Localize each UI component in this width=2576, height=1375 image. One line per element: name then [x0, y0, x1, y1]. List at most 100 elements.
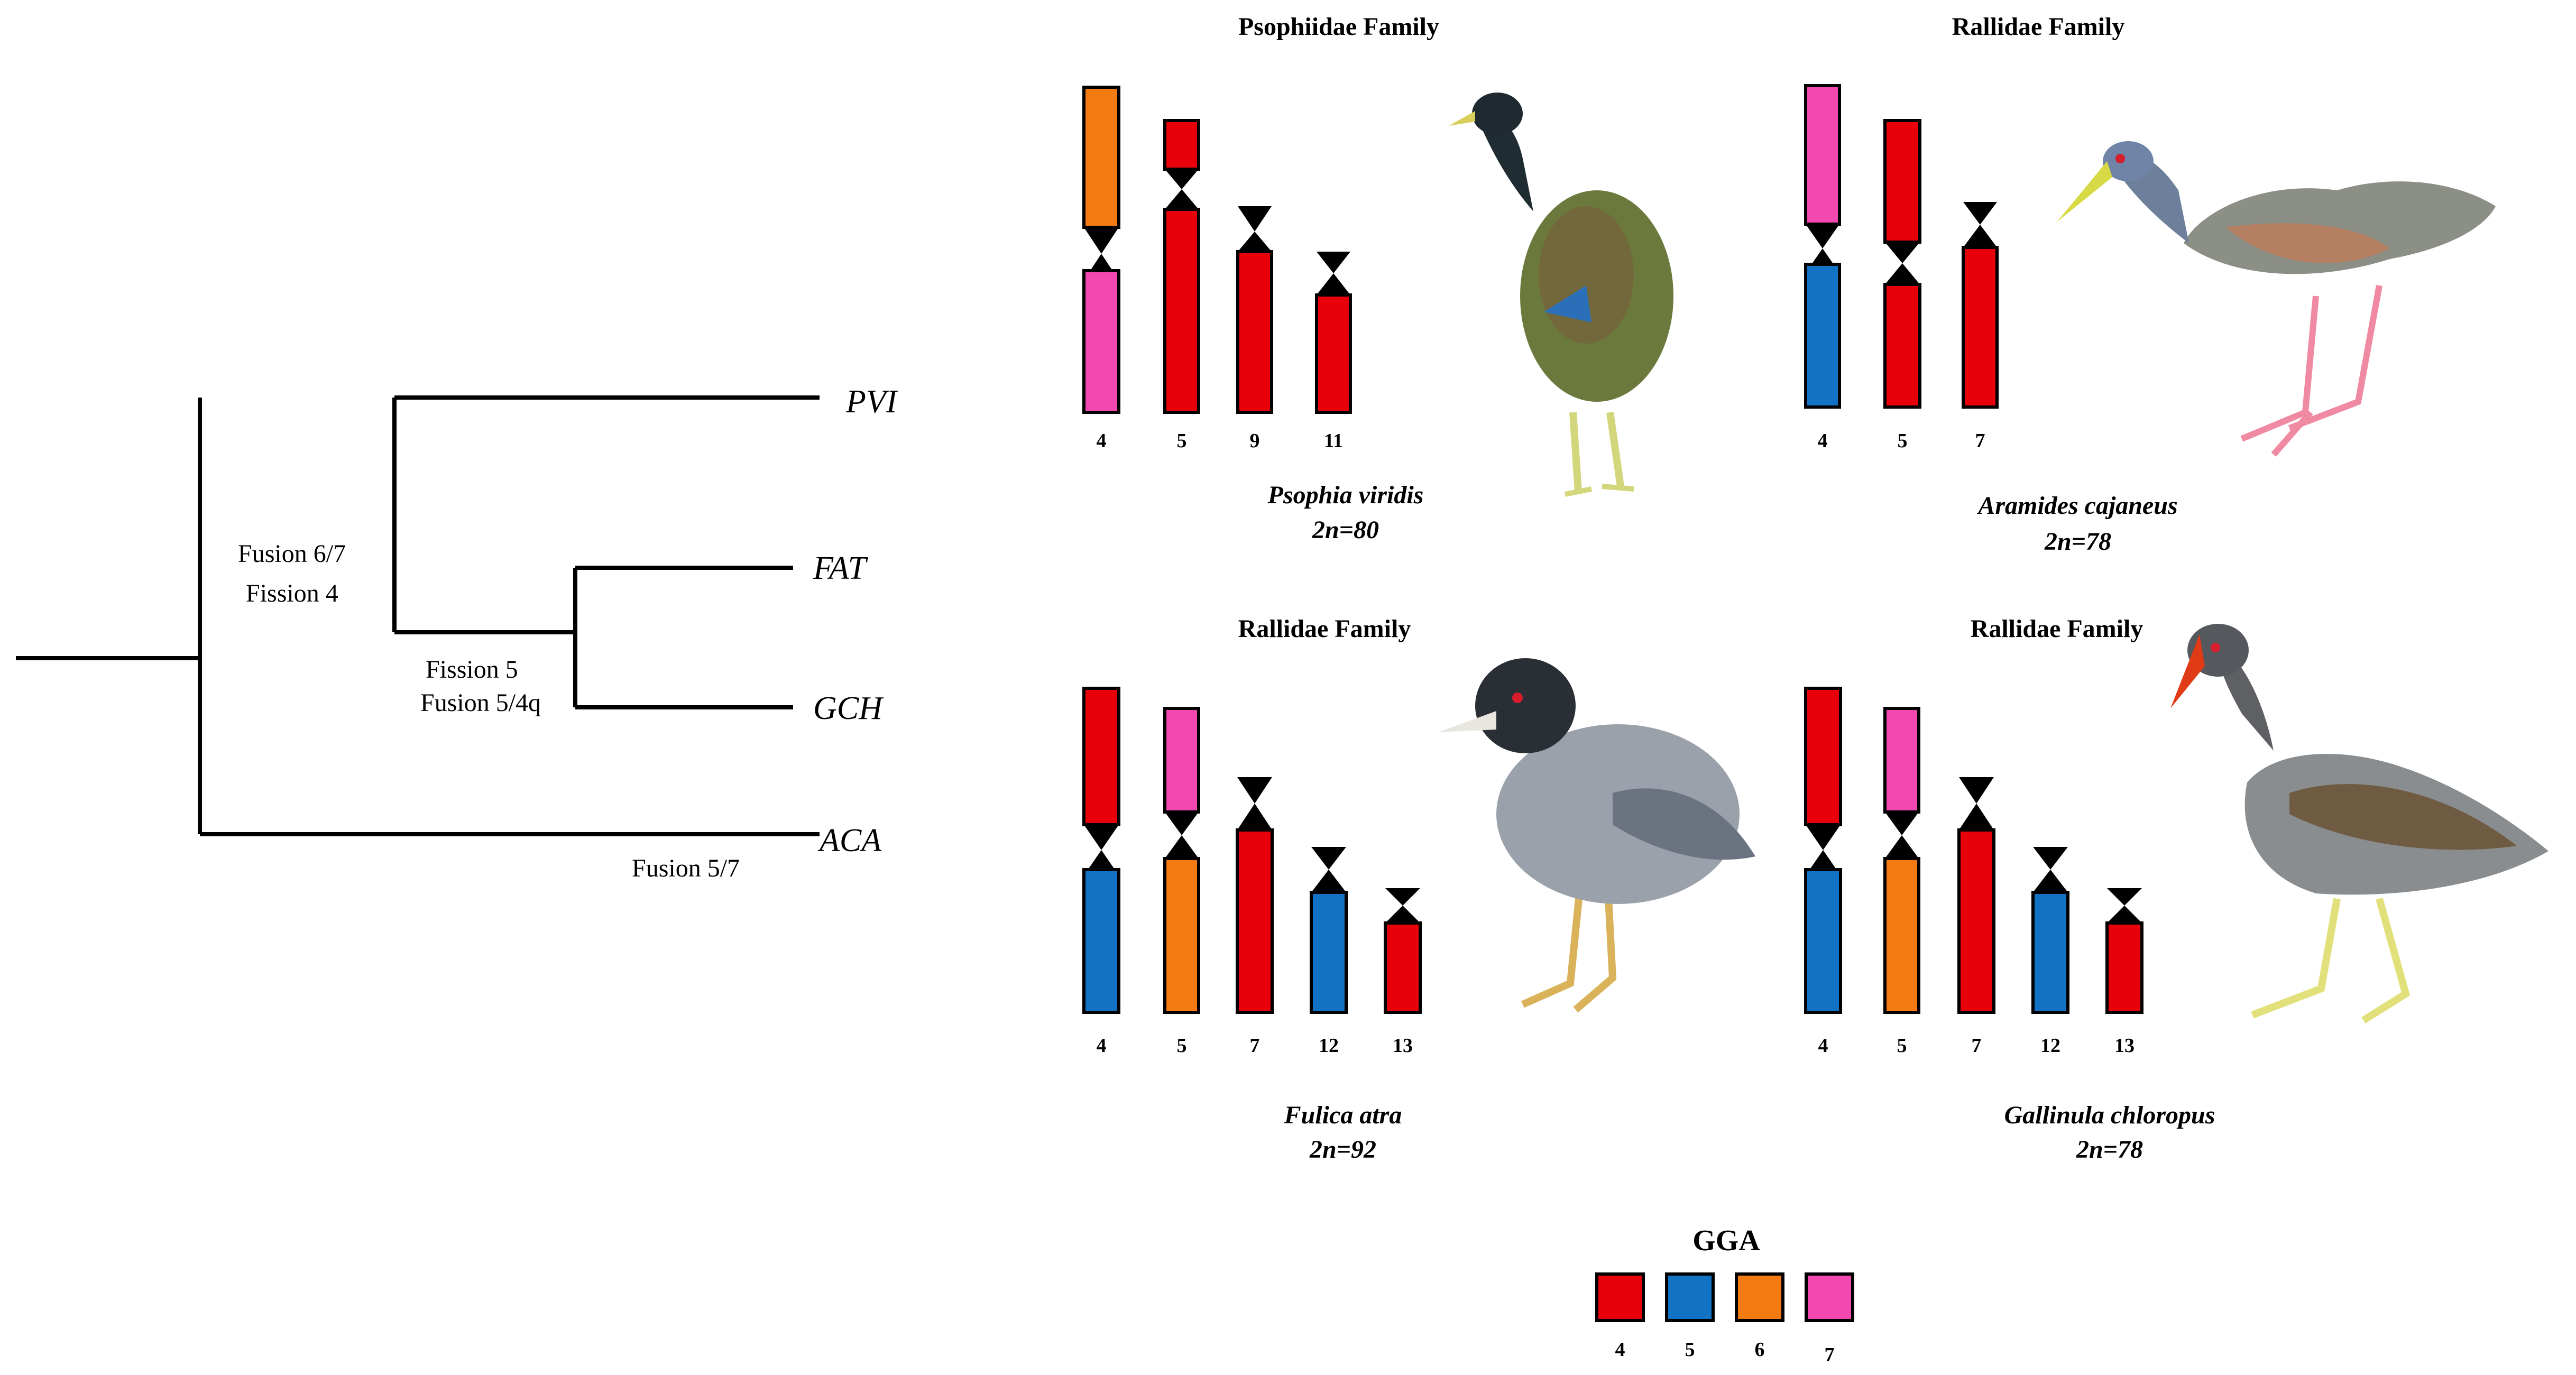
legend-label: 5 [1685, 1339, 1695, 1361]
karyotype-ideogram [1804, 84, 1999, 409]
karyotype-ideogram [1082, 86, 1352, 414]
event-fusion-5-4q: Fusion 5/4q [420, 689, 541, 717]
centromere [1238, 232, 1272, 252]
event-fusion-6-7: Fusion 6/7 [238, 540, 346, 568]
centromere [1885, 263, 1920, 284]
family-title: Rallidae Family [1971, 615, 2143, 643]
bird-illustration-psophia [1449, 93, 1673, 497]
phylogenetic-tree [16, 395, 820, 836]
chromosome-4-q-arm [1082, 269, 1120, 414]
panel-aramides-cajaneus: Rallidae Family 4 5 7 Aramides cajaneus … [1804, 13, 2496, 556]
chromosome-label: 5 [1177, 1035, 1187, 1057]
chromosome-label: 5 [1177, 430, 1187, 452]
chromosome-label: 9 [1250, 430, 1260, 452]
chromosome-12-q-arm [2031, 891, 2069, 1014]
centromere [1237, 777, 1272, 804]
centromere [1385, 906, 1420, 923]
chromosome-label: 7 [1972, 1035, 1982, 1057]
color-legend: GGA 4 5 6 7 [1595, 1224, 1854, 1366]
chromosome-4-q-arm [1082, 868, 1120, 1014]
bird-illustration-aramides [2057, 141, 2496, 457]
karyotype-2n: 2n=92 [1309, 1136, 1376, 1164]
chromosome-7-q-arm [1962, 246, 1999, 409]
tip-label-aca: ACA [817, 823, 882, 859]
centromere [1806, 825, 1841, 850]
chromosome-label: 13 [2114, 1035, 2135, 1057]
chromosome-9-q-arm [1236, 250, 1273, 414]
centromere [1963, 225, 1997, 247]
centromere [1165, 812, 1199, 835]
chromosome-label: 4 [1097, 430, 1107, 452]
chromosome-5-q-arm [1163, 208, 1200, 414]
event-fusion-5-7: Fusion 5/7 [632, 854, 740, 882]
tip-label-fat: FAT [813, 550, 868, 586]
centromere [1963, 202, 1997, 225]
chromosome-label: 7 [1975, 430, 1985, 452]
chromosome-label: 13 [1393, 1035, 1413, 1057]
centromere [1885, 835, 1919, 859]
family-title: Rallidae Family [1952, 13, 2125, 41]
centromere [1165, 169, 1199, 189]
centromere [1317, 252, 1350, 273]
centromere [2033, 847, 2068, 870]
tree-labels: PVI FAT GCH ACA Fusion 6/7 Fission 4 Fis… [238, 384, 899, 882]
chromosome-12-q-arm [1310, 891, 1348, 1014]
karyotype-2n: 2n=78 [2044, 528, 2111, 556]
chromosome-4-p-arm [1082, 86, 1120, 229]
legend-label: 4 [1615, 1339, 1625, 1361]
chromosome-label: 5 [1898, 430, 1908, 452]
legend-label: 7 [1825, 1344, 1835, 1366]
karyotype-ideogram [1082, 687, 1422, 1014]
bird-illustration-fulica [1438, 658, 1755, 1013]
chromosome-4-p-arm [1804, 84, 1841, 226]
chromosome-5-p-arm [1883, 707, 1920, 814]
legend-swatch-gga6 [1735, 1272, 1784, 1322]
karyotype-2n: 2n=80 [1312, 516, 1379, 544]
centromere [1238, 206, 1272, 232]
karyotype-2n: 2n=78 [2076, 1136, 2143, 1164]
centromere [1311, 870, 1346, 892]
centromere [1317, 273, 1350, 295]
centromere [1959, 804, 1994, 830]
chromosome-label: 7 [1250, 1035, 1260, 1057]
chromosome-label: 12 [1319, 1035, 1339, 1057]
chromosome-5-q-arm [1163, 857, 1200, 1014]
panel-psophia-viridis: Psophiidae Family 4 5 9 11 Psophia virid… [1082, 13, 1673, 544]
centromere [1311, 847, 1346, 870]
event-fission-5: Fission 5 [426, 656, 518, 684]
family-title: Psophiidae Family [1238, 13, 1439, 41]
legend-swatch-gga4 [1595, 1272, 1645, 1322]
legend-swatch-gga5 [1665, 1272, 1715, 1322]
centromere [1165, 835, 1199, 859]
chromosome-11-q-arm [1315, 293, 1352, 414]
chromosome-5-p-arm [1883, 119, 1921, 244]
chromosome-4-p-arm [1804, 687, 1842, 826]
legend-label: 6 [1755, 1339, 1765, 1361]
chromosome-label: 11 [1324, 430, 1343, 452]
chromosome-4-q-arm [1804, 868, 1842, 1014]
chromosome-label: 4 [1097, 1035, 1107, 1057]
chromosome-label: 5 [1897, 1035, 1907, 1057]
panel-fulica-atra: Rallidae Family 4 5 7 12 13 Fulica atra [1082, 615, 1755, 1164]
centromere [1165, 189, 1199, 209]
chromosome-4-q-arm [1804, 263, 1841, 409]
legend-swatch-gga7 [1805, 1272, 1854, 1322]
chromosome-label: 12 [2040, 1035, 2060, 1057]
chromosome-5-q-arm [1883, 857, 1920, 1014]
chromosome-5-q-arm [1883, 283, 1921, 409]
centromere [1885, 242, 1920, 263]
centromere [1084, 825, 1119, 850]
species-name: Aramides cajaneus [1976, 492, 2177, 520]
chromosome-5-p-arm [1163, 119, 1200, 171]
centromere [1084, 227, 1119, 254]
chromosome-13-q-arm [1384, 921, 1422, 1014]
chromosome-13-q-arm [2105, 921, 2143, 1014]
legend-title: GGA [1692, 1224, 1760, 1257]
species-name: Fulica atra [1284, 1101, 1402, 1129]
karyotype-ideogram [1804, 687, 2143, 1014]
centromere [1806, 224, 1839, 248]
chromosome-7-q-arm [1957, 828, 1995, 1014]
centromere [1237, 804, 1272, 830]
family-title: Rallidae Family [1238, 615, 1411, 643]
